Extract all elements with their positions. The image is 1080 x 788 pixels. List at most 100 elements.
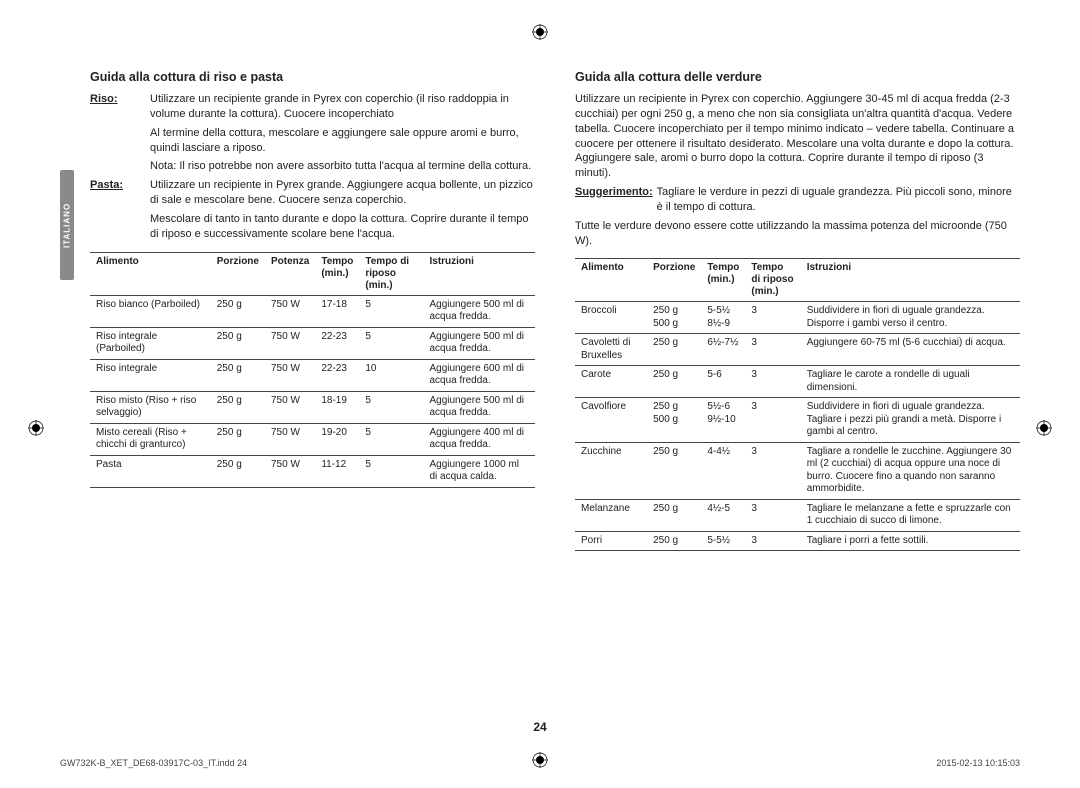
tip-text: Tagliare le verdure in pezzi di uguale g… <box>657 185 1020 215</box>
reg-mark-right-icon <box>1036 420 1052 436</box>
table-cell: 750 W <box>265 455 315 487</box>
table-row: Zucchine250 g4-4½3Tagliare a rondelle le… <box>575 442 1020 499</box>
right-heading: Guida alla cottura delle verdure <box>575 70 1020 84</box>
table-cell: Tagliare i porri a fette sottili. <box>801 531 1020 551</box>
right-column: Guida alla cottura delle verdure Utilizz… <box>575 70 1020 551</box>
left-table: AlimentoPorzionePotenzaTempo (min.)Tempo… <box>90 252 535 488</box>
footer-left: GW732K-B_XET_DE68-03917C-03_IT.indd 24 <box>60 758 247 768</box>
riso-block: Riso Utilizzare un recipiente grande in … <box>90 92 535 122</box>
table-cell: 4½-5 <box>701 499 745 531</box>
table-row: Riso bianco (Parboiled)250 g750 W17-185A… <box>90 295 535 327</box>
table-cell: 5 <box>359 455 423 487</box>
table-row: Cavoletti di Bruxelles250 g6½-7½3Aggiung… <box>575 334 1020 366</box>
table-cell: 250 g <box>211 327 265 359</box>
table-row: Melanzane250 g4½-53Tagliare le melanzane… <box>575 499 1020 531</box>
table-cell: 750 W <box>265 295 315 327</box>
table-cell: 10 <box>359 359 423 391</box>
table-header: Tempo di riposo (min.) <box>745 259 800 302</box>
pasta-label: Pasta <box>90 178 150 208</box>
table-cell: 250 g <box>647 531 701 551</box>
table-cell: Tagliare le melanzane a fette e spruzzar… <box>801 499 1020 531</box>
table-cell: Riso bianco (Parboiled) <box>90 295 211 327</box>
table-cell: 5 <box>359 327 423 359</box>
table-cell: 5-5½ <box>701 531 745 551</box>
riso-text-3: Nota: Il riso potrebbe non avere assorbi… <box>150 159 535 174</box>
right-table: AlimentoPorzioneTempo (min.)Tempo di rip… <box>575 258 1020 551</box>
table-cell: Tagliare a rondelle le zucchine. Aggiung… <box>801 442 1020 499</box>
table-cell: Tagliare le carote a rondelle di uguali … <box>801 366 1020 398</box>
table-cell: 3 <box>745 398 800 443</box>
table-cell: 5 <box>359 391 423 423</box>
left-heading: Guida alla cottura di riso e pasta <box>90 70 535 84</box>
table-row: Cavolfiore250 g500 g5½-69½-103Suddivider… <box>575 398 1020 443</box>
table-cell: Broccoli <box>575 302 647 334</box>
table-cell: 750 W <box>265 327 315 359</box>
table-cell: 750 W <box>265 391 315 423</box>
table-header: Porzione <box>647 259 701 302</box>
table-row: Riso integrale250 g750 W22-2310Aggiunger… <box>90 359 535 391</box>
table-cell: 250 g500 g <box>647 302 701 334</box>
reg-mark-top-icon <box>532 24 548 40</box>
table-cell: Aggiungere 500 ml di acqua fredda. <box>423 391 535 423</box>
pasta-text-1: Utilizzare un recipiente in Pyrex grande… <box>150 178 535 208</box>
table-cell: 250 g <box>647 499 701 531</box>
table-cell: 17-18 <box>315 295 359 327</box>
table-cell: 3 <box>745 442 800 499</box>
table-cell: Aggiungere 400 ml di acqua fredda. <box>423 423 535 455</box>
table-cell: 250 g500 g <box>647 398 701 443</box>
table-cell: Suddividere in fiori di uguale grandezza… <box>801 302 1020 334</box>
riso-label: Riso <box>90 92 150 122</box>
footer-right: 2015-02-13 10:15:03 <box>936 758 1020 768</box>
table-row: Carote250 g5-63Tagliare le carote a rond… <box>575 366 1020 398</box>
table-header: Tempo di riposo (min.) <box>359 252 423 295</box>
tip-label: Suggerimento <box>575 185 653 215</box>
table-cell: 11-12 <box>315 455 359 487</box>
table-cell: 250 g <box>647 442 701 499</box>
table-cell: 19-20 <box>315 423 359 455</box>
table-cell: Aggiungere 60-75 ml (5-6 cucchiai) di ac… <box>801 334 1020 366</box>
table-cell: 5½-69½-10 <box>701 398 745 443</box>
table-cell: Cavoletti di Bruxelles <box>575 334 647 366</box>
table-cell: 250 g <box>211 391 265 423</box>
table-cell: Suddividere in fiori di uguale grandezza… <box>801 398 1020 443</box>
table-cell: Aggiungere 500 ml di acqua fredda. <box>423 327 535 359</box>
table-cell: 4-4½ <box>701 442 745 499</box>
table-header: Tempo (min.) <box>701 259 745 302</box>
table-cell: Riso misto (Riso + riso selvaggio) <box>90 391 211 423</box>
table-cell: 750 W <box>265 423 315 455</box>
table-cell: 250 g <box>211 359 265 391</box>
riso-text-2: Al termine della cottura, mescolare e ag… <box>150 126 535 156</box>
table-cell: 5-5½8½-9 <box>701 302 745 334</box>
pasta-text-2: Mescolare di tanto in tanto durante e do… <box>150 212 535 242</box>
table-cell: 250 g <box>647 334 701 366</box>
table-cell: Cavolfiore <box>575 398 647 443</box>
table-cell: Pasta <box>90 455 211 487</box>
table-cell: 22-23 <box>315 327 359 359</box>
table-cell: 250 g <box>211 455 265 487</box>
table-row: Riso integrale (Parboiled)250 g750 W22-2… <box>90 327 535 359</box>
table-cell: 250 g <box>211 295 265 327</box>
table-cell: Misto cereali (Riso + chicchi di grantur… <box>90 423 211 455</box>
table-cell: Aggiungere 600 ml di acqua fredda. <box>423 359 535 391</box>
table-cell: Porri <box>575 531 647 551</box>
table-cell: Zucchine <box>575 442 647 499</box>
table-cell: 5-6 <box>701 366 745 398</box>
right-p3: Tutte le verdure devono essere cotte uti… <box>575 219 1020 249</box>
table-row: Broccoli250 g500 g5-5½8½-93Suddividere i… <box>575 302 1020 334</box>
pasta-block: Pasta Utilizzare un recipiente in Pyrex … <box>90 178 535 208</box>
table-cell: Riso integrale (Parboiled) <box>90 327 211 359</box>
table-header: Tempo (min.) <box>315 252 359 295</box>
riso-text-1: Utilizzare un recipiente grande in Pyrex… <box>150 92 535 122</box>
table-header: Alimento <box>90 252 211 295</box>
reg-mark-bottom-icon <box>532 752 548 768</box>
table-header: Alimento <box>575 259 647 302</box>
left-column: Guida alla cottura di riso e pasta Riso … <box>90 70 535 551</box>
table-cell: 3 <box>745 531 800 551</box>
tip-block: Suggerimento Tagliare le verdure in pezz… <box>575 185 1020 215</box>
table-cell: 3 <box>745 499 800 531</box>
table-cell: 18-19 <box>315 391 359 423</box>
table-cell: Carote <box>575 366 647 398</box>
table-cell: 22-23 <box>315 359 359 391</box>
page-content: Guida alla cottura di riso e pasta Riso … <box>60 70 1020 551</box>
table-cell: 750 W <box>265 359 315 391</box>
